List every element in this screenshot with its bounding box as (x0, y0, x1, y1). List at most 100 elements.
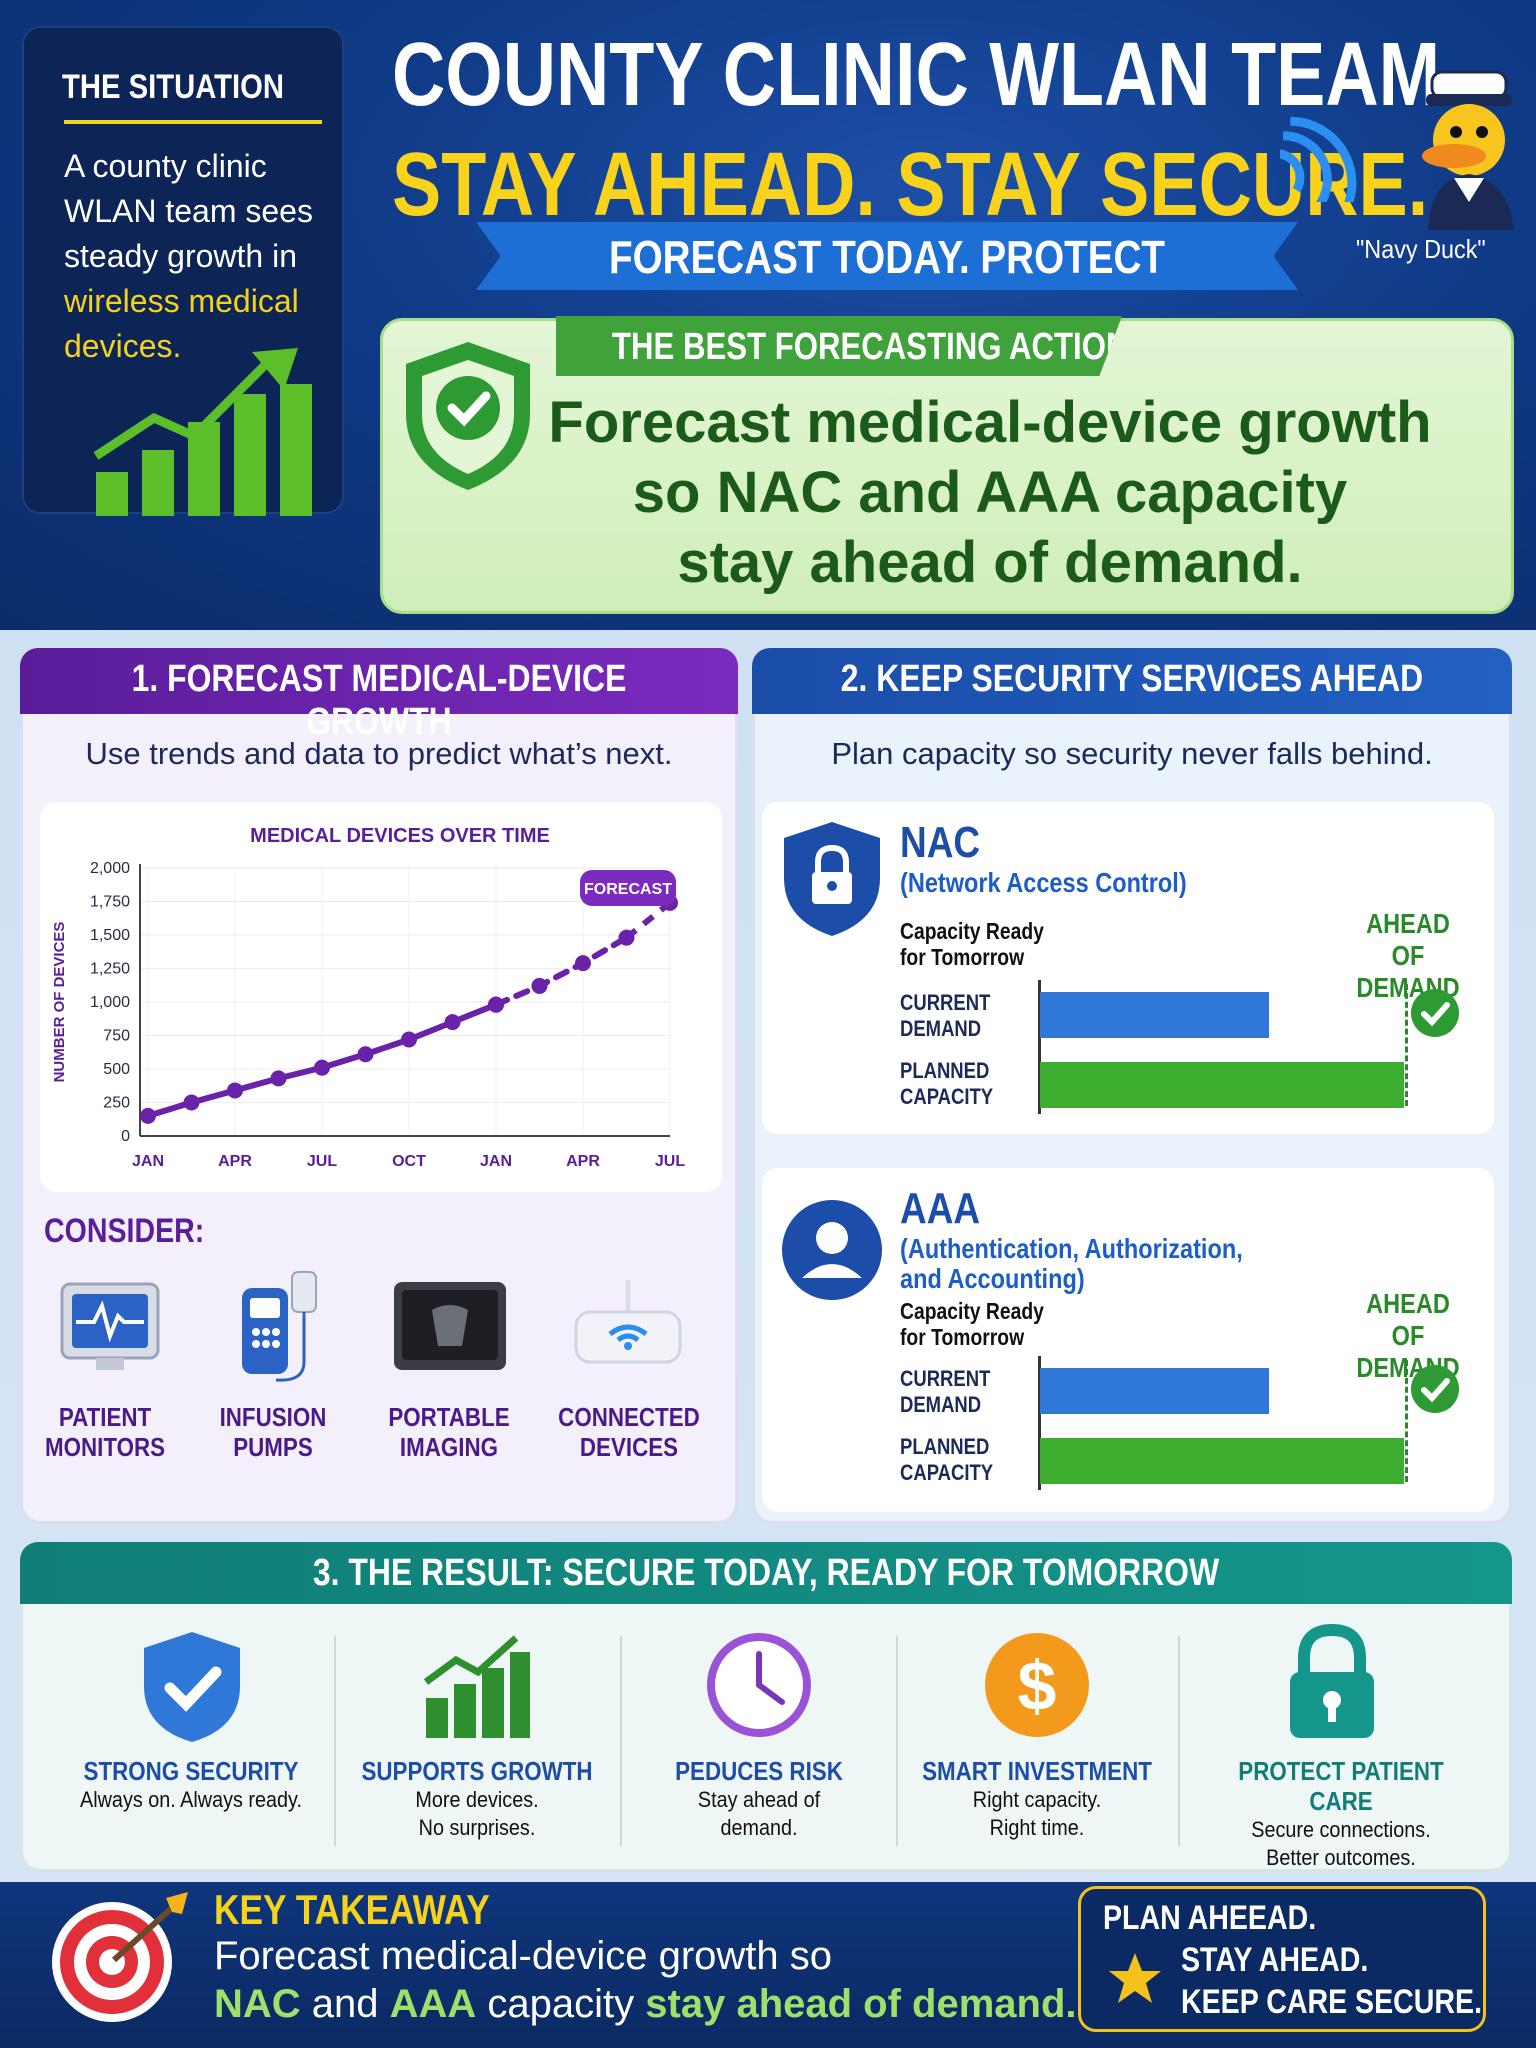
chart-forecast-label: FORECAST (584, 881, 672, 898)
situation-text-main: A county clinic WLAN team sees steady gr… (64, 148, 313, 274)
result-panel-header: 3. THE RESULT: SECURE TODAY, READY FOR T… (20, 1542, 1512, 1604)
clock-icon (707, 1633, 811, 1737)
shield-check-icon (406, 342, 530, 490)
chart-y-tick: 1,750 (90, 894, 130, 911)
plan-line2: STAY AHEAD. (1181, 1941, 1369, 1979)
page-tagline: STAY AHEAD. STAY SECURE. (392, 135, 1429, 235)
aaa-planned-capacity-bar (1040, 1438, 1404, 1484)
situation-text: A county clinic WLAN team sees steady gr… (64, 144, 334, 369)
result-divider (620, 1636, 622, 1846)
chart-card: MEDICAL DEVICES OVER TIME NUMBER OF DEVIC… (40, 802, 722, 1192)
device-label-infusion-pumps: INFUSION PUMPS (219, 1402, 327, 1462)
best-action-line3: stay ahead of demand. (677, 530, 1303, 595)
chart-x-tick: APR (566, 1153, 600, 1170)
result-item-strong-security: STRONG SECURITY Always on. Always ready. (80, 1756, 302, 1812)
navy-duck-mascot-icon (1422, 70, 1514, 230)
chart-point-actual (227, 1082, 243, 1099)
chart-series-line-forecast-tail (624, 900, 672, 941)
page-title: COUNTY CLINIC WLAN TEAM (392, 25, 1441, 125)
chart-y-tick: 1,250 (90, 961, 130, 978)
chart-x-tick: JAN (480, 1153, 512, 1170)
chart-point-forecast (488, 996, 504, 1013)
chart-y-tick: 500 (103, 1061, 130, 1078)
chart-point-forecast (575, 955, 591, 972)
ribbon-text: FORECAST TODAY. PROTECT TOMORROW. (608, 231, 1166, 290)
portable-imaging-icon (394, 1282, 506, 1370)
situation-text-highlight: wireless medical devices. (64, 283, 299, 364)
nac-current-label: CURRENT DEMAND (900, 990, 991, 1041)
situation-title: THE SITUATION (62, 68, 285, 106)
wifi-signal-icon (1280, 116, 1357, 202)
line-chart: MEDICAL DEVICES OVER TIME NUMBER OF DEVIC… (51, 825, 685, 1170)
device-label-connected-devices: CONNECTED DEVICES (558, 1402, 700, 1462)
nac-full-name: (Network Access Control) (900, 867, 1187, 898)
chart-title: MEDICAL DEVICES OVER TIME (250, 825, 550, 847)
nac-capacity-ready: Capacity Ready for Tomorrow (900, 918, 1044, 970)
chart-y-tick: 0 (121, 1128, 130, 1145)
chart-y-tick: 250 (103, 1095, 130, 1112)
chart-point-actual (183, 1094, 200, 1111)
aaa-full-name: (Authentication, Authorization, and Accou… (900, 1233, 1243, 1294)
result-item-protect-patient-care: PROTECT PATIENT CARE Secure connections.… (1238, 1756, 1444, 1870)
chart-y-tick: 750 (103, 1028, 130, 1045)
chart-y-tick: 2,000 (90, 860, 130, 877)
infusion-pump-icon (242, 1271, 317, 1382)
aaa-bar-axis (1038, 1356, 1041, 1490)
device-label-patient-monitors: PATIENT MONITORS (44, 1402, 166, 1462)
result-item-smart-investment: SMART INVESTMENT Right capacity. Right t… (922, 1756, 1152, 1840)
plan-line1: PLAN AHEEAD. (1103, 1899, 1317, 1937)
chart-point-actual (140, 1107, 156, 1124)
aaa-check-icon (1411, 1365, 1459, 1413)
aaa-planned-label: PLANNED CAPACITY (900, 1434, 994, 1485)
security-panel-title: 2. KEEP SECURITY SERVICES AHEAD (840, 658, 1424, 700)
forecast-panel-title: 1. FORECAST MEDICAL-DEVICE GROWTH (131, 658, 627, 743)
aaa-capacity-ready: Capacity Ready for Tomorrow (900, 1298, 1044, 1350)
best-action-tab: THE BEST FORECASTING ACTION (556, 316, 1122, 376)
result-item-reduces-risk: PEDUCES RISK Stay ahead of demand. (675, 1756, 843, 1840)
nac-planned-capacity-bar (1040, 1062, 1404, 1108)
takeaway-line1: Forecast medical-device growth so (214, 1934, 833, 1978)
result-divider (896, 1636, 898, 1846)
chart-point-actual (357, 1046, 374, 1063)
aaa-target-line (1405, 1360, 1408, 1482)
mascot-label: "Navy Duck" (1356, 234, 1486, 264)
star-icon (1109, 1953, 1161, 2003)
chart-point-forecast (531, 977, 548, 994)
patient-monitor-icon (60, 1282, 160, 1370)
result-divider (1178, 1636, 1180, 1846)
nac-title: NAC (900, 818, 981, 867)
padlock-icon (1290, 1624, 1374, 1738)
takeaway-text: Forecast medical-device growth so NAC an… (214, 1932, 1077, 2028)
consider-label: CONSIDER: (44, 1212, 205, 1250)
chart-series-line-forecast (493, 934, 630, 1008)
aaa-current-demand-bar (1040, 1368, 1270, 1414)
chart-x-tick: JUL (655, 1153, 685, 1170)
svg-text:$: $ (1018, 1647, 1057, 1725)
device-label-portable-imaging: PORTABLE IMAGING (388, 1402, 510, 1462)
situation-card: THE SITUATION A county clinic WLAN team … (22, 26, 344, 516)
nac-bar-axis (1038, 980, 1041, 1114)
forecast-panel-header: 1. FORECAST MEDICAL-DEVICE GROWTH (20, 648, 738, 743)
chart-x-tick: JAN (132, 1153, 164, 1170)
security-panel-header: 2. KEEP SECURITY SERVICES AHEAD (752, 648, 1512, 714)
aaa-current-label: CURRENT DEMAND (900, 1366, 991, 1417)
best-action-line2: so NAC and AAA capacity (632, 460, 1348, 525)
target-icon (52, 1892, 188, 2022)
chart-x-tick: JUL (307, 1153, 337, 1170)
best-action-text: Forecast medical-device growth so NAC an… (540, 388, 1440, 598)
growth-bars-icon (93, 348, 312, 516)
plan-line3: KEEP CARE SECURE. (1181, 1983, 1483, 2021)
chart-y-tick: 1,000 (90, 994, 130, 1011)
chart-point-actual (270, 1070, 287, 1087)
chart-point-actual (401, 1031, 417, 1048)
takeaway-title: KEY TAKEAWAY (214, 1886, 490, 1933)
chart-x-tick: APR (218, 1153, 252, 1170)
chart-y-tick: 1,500 (90, 927, 130, 944)
growth-chart-icon (423, 1635, 530, 1738)
nac-planned-label: PLANNED CAPACITY (900, 1058, 994, 1109)
chart-forecast-badge (580, 870, 676, 906)
takeaway-line2: NAC and AAA capacity stay ahead of deman… (214, 1982, 1077, 2026)
shield-check-icon (144, 1632, 240, 1742)
result-panel-title: 3. THE RESULT: SECURE TODAY, READY FOR T… (312, 1552, 1220, 1594)
connected-device-icon (574, 1280, 682, 1364)
